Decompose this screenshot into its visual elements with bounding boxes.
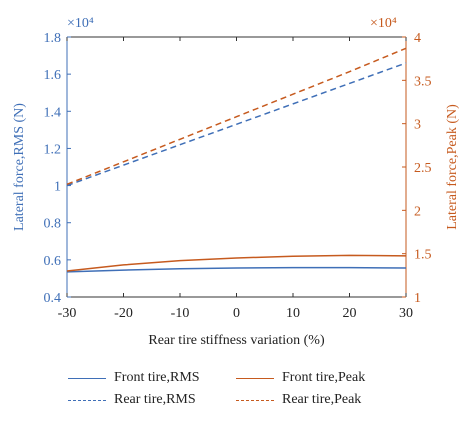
legend-swatch-front-peak — [236, 377, 274, 379]
y-right-tick-label: 1 — [414, 291, 421, 306]
y-left-tick-label: 1.4 — [44, 105, 62, 120]
y-left-tick-label: 1.2 — [44, 142, 62, 157]
x-tick-label: 30 — [399, 306, 413, 321]
legend-label-front-peak: Front tire,Peak — [282, 370, 366, 385]
x-tick-label: 0 — [233, 306, 240, 321]
x-tick-label: -30 — [58, 306, 77, 321]
y-left-tick-label: 0.4 — [44, 291, 62, 306]
x-tick-label: 20 — [343, 306, 357, 321]
y-right-tick-label: 2.5 — [414, 161, 432, 176]
y-right-scale-label: ×10⁴ — [370, 16, 397, 31]
legend-label-rear-peak: Rear tire,Peak — [282, 392, 362, 407]
y-left-axis-label: Lateral force,RMS (N) — [12, 103, 27, 231]
x-axis-label: Rear tire stiffness variation (%) — [148, 333, 325, 348]
y-right-tick-label: 2 — [414, 204, 421, 219]
y-left-tick-label: 1.6 — [44, 68, 62, 83]
legend-swatch-front-rms — [68, 377, 106, 379]
legend-item-rear-peak: Rear tire,Peak — [236, 392, 361, 408]
legend-item-front-rms: Front tire,RMS — [68, 370, 200, 386]
legend: Front tire,RMS Rear tire,RMS Front tire,… — [0, 360, 474, 420]
series-line-front-tire-peak — [66, 254, 407, 272]
x-tick-label: 10 — [286, 306, 300, 321]
y-right-tick-label: 1.5 — [414, 248, 432, 263]
x-tick-label: -20 — [114, 306, 133, 321]
legend-label-front-rms: Front tire,RMS — [114, 370, 200, 385]
x-tick-label: -10 — [171, 306, 190, 321]
series-line-rear-tire-rms — [66, 62, 407, 187]
series-line-front-tire-rms — [66, 266, 407, 273]
y-left-tick-label: 0.8 — [44, 217, 62, 232]
legend-swatch-rear-peak — [236, 399, 274, 401]
y-right-tick-label: 3 — [414, 118, 421, 133]
y-right-tick-label: 3.5 — [414, 74, 432, 89]
legend-item-front-peak: Front tire,Peak — [236, 370, 365, 386]
y-left-tick-label: 0.6 — [44, 254, 62, 269]
plot-area: -30 -20 -10 0 10 20 30 0.4 0.6 0.8 1 1.2 1.4 1.6 1.8 1 1… — [12, 16, 460, 348]
y-right-axis-label: Lateral force,Peak (N) — [445, 104, 460, 230]
y-left-tick-label: 1.8 — [44, 31, 62, 46]
y-right-tick-label: 4 — [414, 31, 421, 46]
series-line-rear-tire-peak — [66, 47, 407, 186]
y-left-tick-label: 1 — [54, 180, 61, 195]
legend-swatch-rear-rms — [68, 399, 106, 401]
legend-item-rear-rms: Rear tire,RMS — [68, 392, 196, 408]
y-left-scale-label: ×10⁴ — [67, 16, 94, 31]
legend-label-rear-rms: Rear tire,RMS — [114, 392, 196, 407]
